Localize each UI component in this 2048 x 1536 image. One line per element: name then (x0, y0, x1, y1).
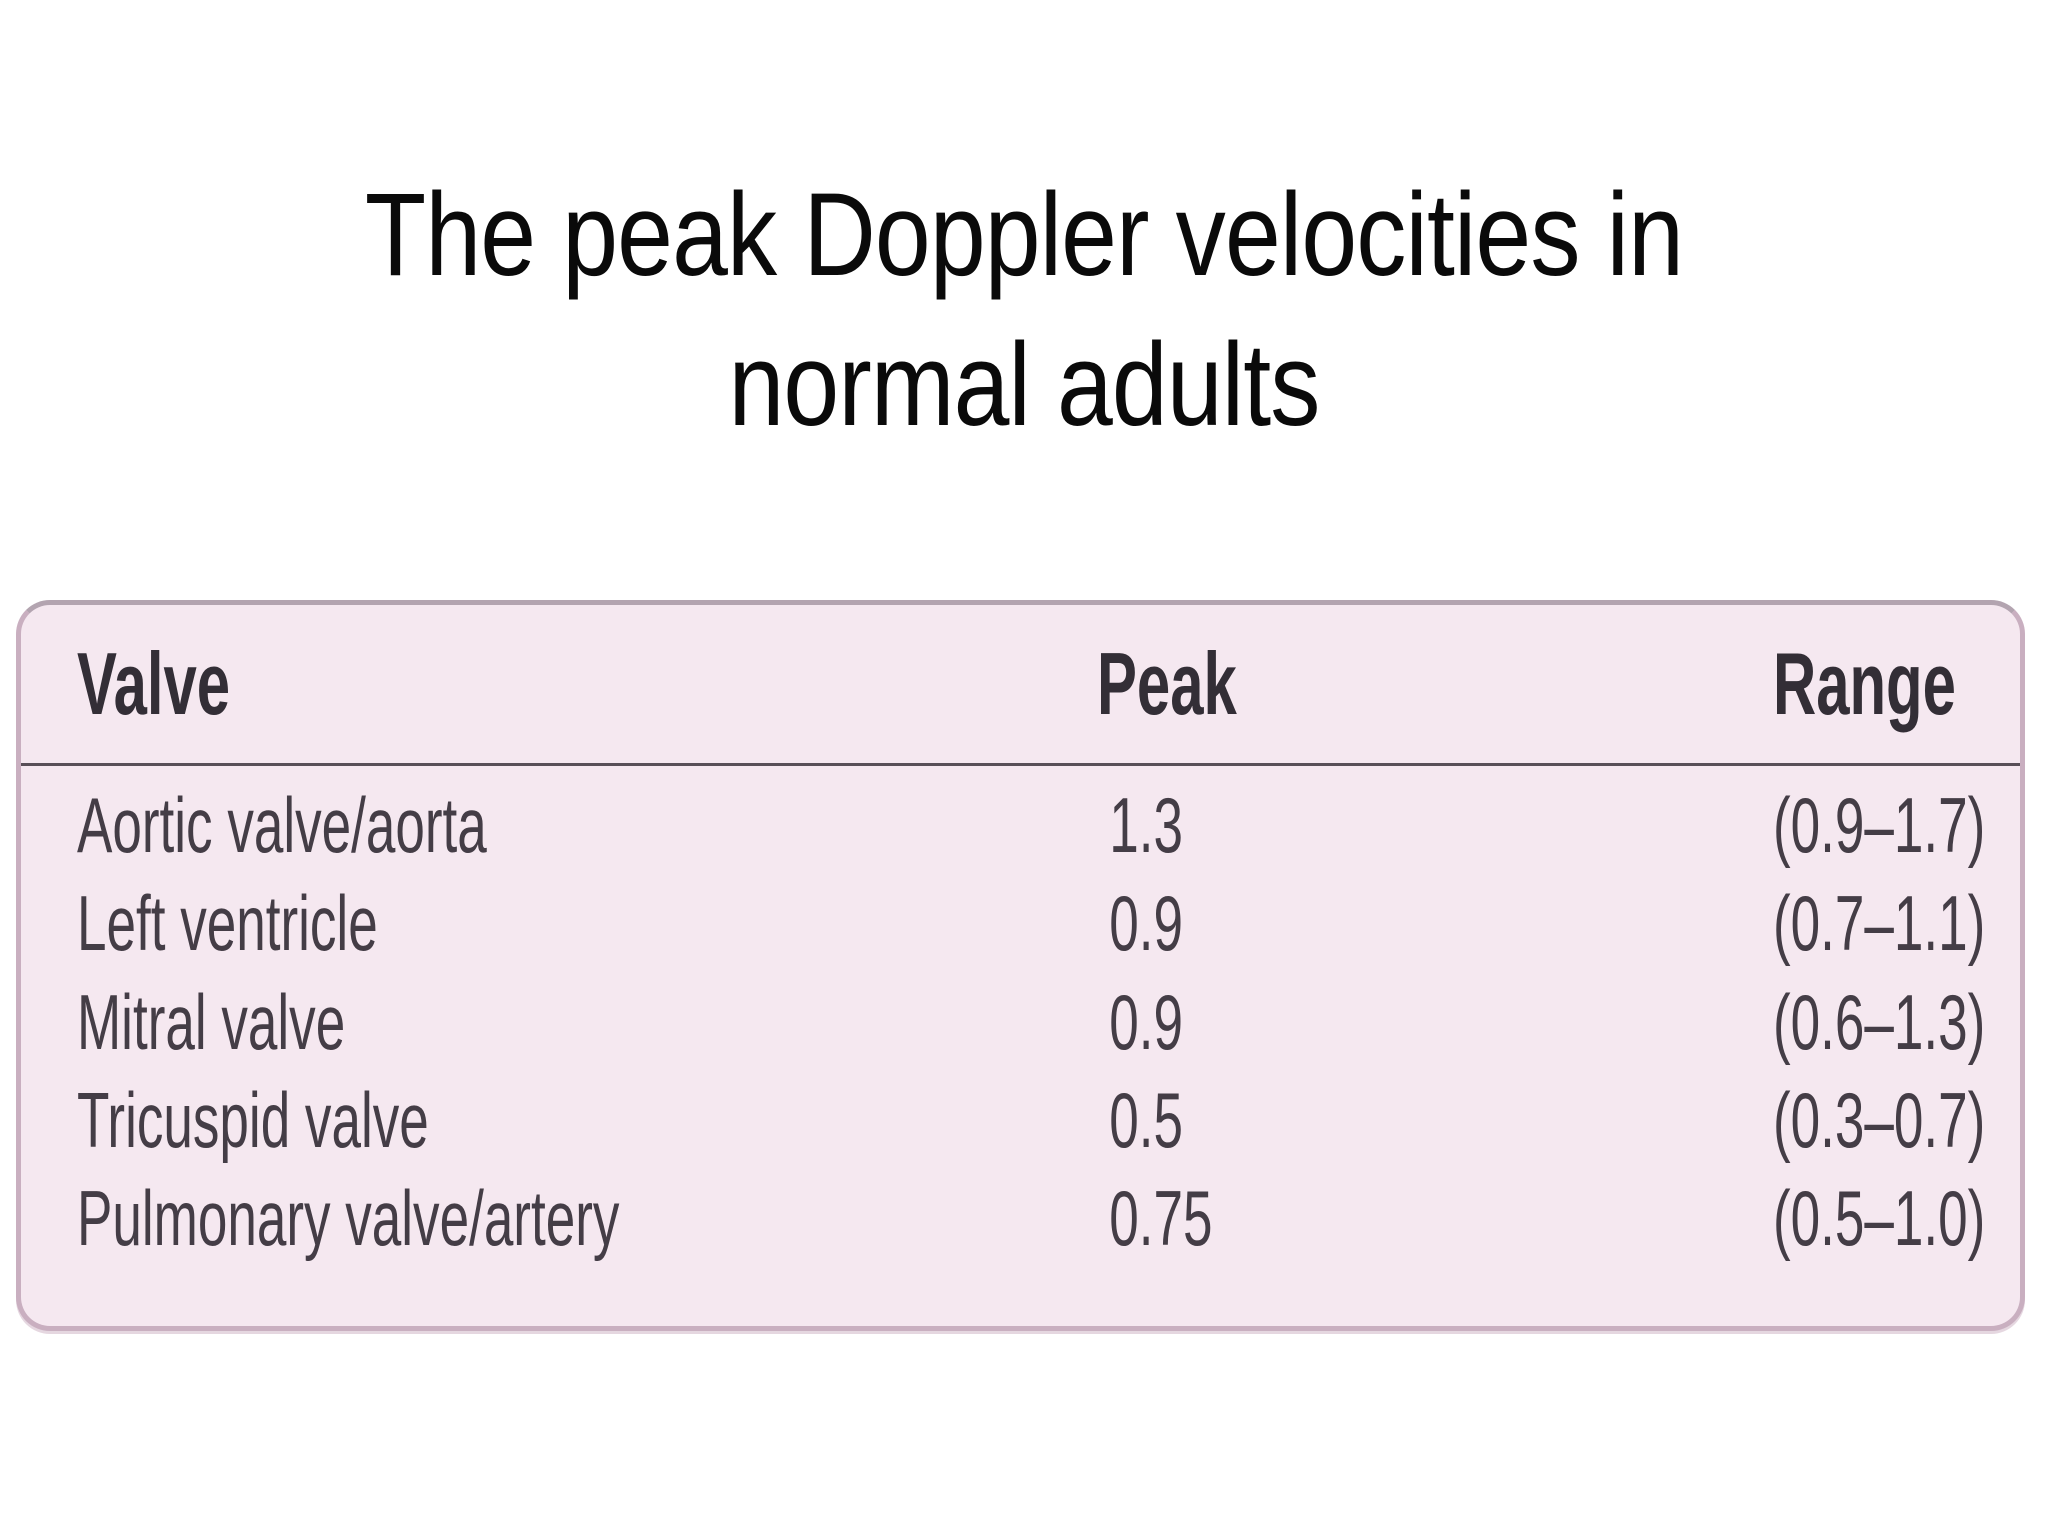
header-separator-line (21, 763, 2020, 766)
cell-range: (0.3–0.7) (1773, 1075, 1986, 1164)
slide-title-line-2: normal adults (728, 319, 1320, 451)
column-header-valve: Valve (77, 634, 231, 733)
table-row: Tricuspid valve 0.5 (0.3–0.7) (21, 1075, 2020, 1166)
cell-range: (0.6–1.3) (1773, 977, 1986, 1066)
cell-peak: 0.75 (1109, 1174, 1213, 1262)
slide-title-line-1: The peak Doppler velocities in (364, 169, 1684, 301)
cell-peak: 1.3 (1109, 781, 1183, 869)
doppler-velocity-table: Valve Peak Range Aortic valve/aorta 1.3 … (16, 600, 2025, 1331)
cell-range: (0.5–1.0) (1773, 1174, 1986, 1262)
column-header-peak: Peak (1097, 634, 1237, 733)
cell-valve: Pulmonary valve/artery (77, 1174, 620, 1262)
cell-valve: Mitral valve (77, 977, 346, 1066)
column-header-range: Range (1773, 634, 1956, 733)
cell-range: (0.9–1.7) (1773, 781, 1986, 869)
cell-peak: 0.5 (1109, 1075, 1183, 1164)
cell-valve: Aortic valve/aorta (77, 781, 487, 869)
table-row: Mitral valve 0.9 (0.6–1.3) (21, 977, 2020, 1068)
cell-peak: 0.9 (1109, 879, 1183, 968)
slide-title: The peak Doppler velocities in normal ad… (0, 160, 2048, 460)
cell-peak: 0.9 (1109, 977, 1183, 1066)
table-row: Pulmonary valve/artery 0.75 (0.5–1.0) (21, 1173, 2020, 1264)
table-row: Left ventricle 0.9 (0.7–1.1) (21, 878, 2020, 969)
cell-range: (0.7–1.1) (1773, 879, 1986, 968)
table-header-row: Valve Peak Range (21, 605, 2020, 763)
cell-valve: Tricuspid valve (77, 1075, 429, 1164)
table-row: Aortic valve/aorta 1.3 (0.9–1.7) (21, 780, 2020, 871)
table-body: Aortic valve/aorta 1.3 (0.9–1.7) Left ve… (21, 780, 2020, 1264)
cell-valve: Left ventricle (77, 879, 378, 968)
